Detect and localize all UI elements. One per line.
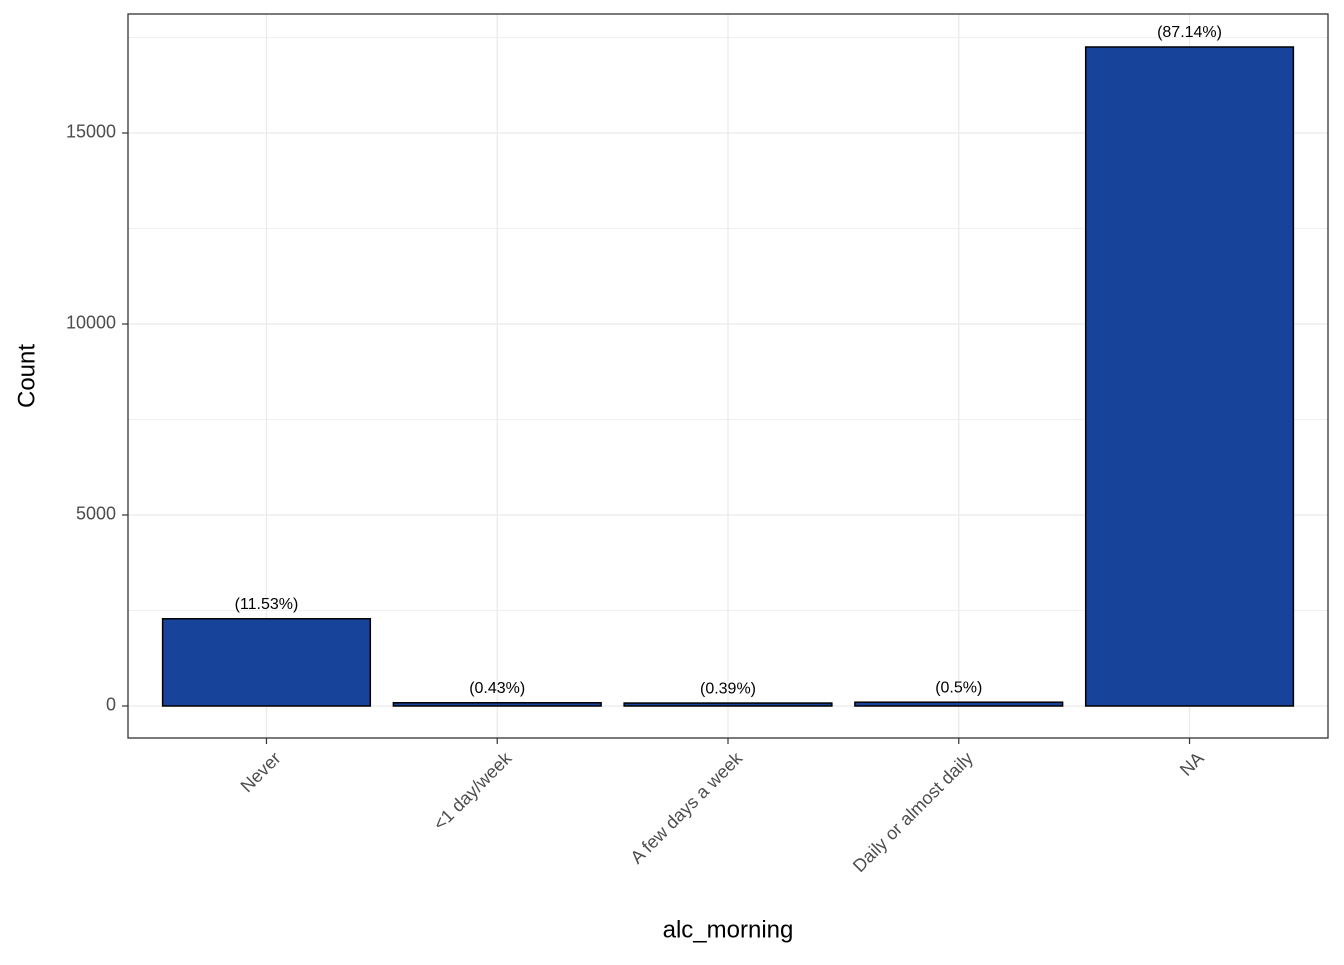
bar: [161, 618, 372, 707]
bar: [854, 701, 1064, 707]
bar: [392, 701, 602, 707]
value-label: (0.39%): [700, 680, 756, 697]
panel-border: [127, 13, 1329, 739]
value-label: (0.5%): [935, 679, 982, 696]
y-tick-label: 15000: [66, 122, 116, 142]
value-label: (0.43%): [469, 680, 525, 697]
y-tick-label: 5000: [76, 504, 116, 524]
bar: [623, 702, 833, 707]
bar: [1084, 46, 1295, 707]
y-tick-label: 0: [106, 695, 116, 715]
value-label: (11.53%): [235, 596, 299, 613]
y-tick-label: 10000: [66, 313, 116, 333]
value-label: (87.14%): [1157, 24, 1222, 41]
y-axis-title: Count: [13, 344, 40, 408]
x-axis-title: alc_morning: [663, 916, 794, 943]
